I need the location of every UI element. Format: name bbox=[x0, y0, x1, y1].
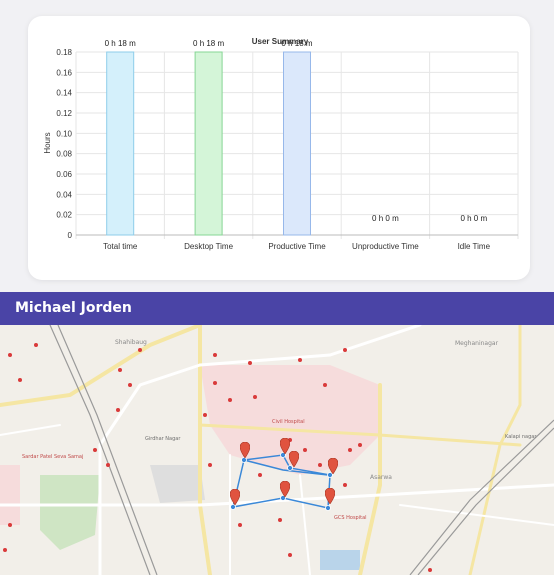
location-pin-icon[interactable] bbox=[230, 489, 240, 505]
park-area bbox=[40, 475, 100, 550]
map-label-girdhar-nagar: Girdhar Nagar bbox=[145, 436, 181, 442]
y-tick-label: 0.08 bbox=[56, 150, 72, 159]
water-body bbox=[320, 550, 360, 570]
location-pin-icon[interactable] bbox=[280, 438, 290, 454]
y-tick-label: 0.18 bbox=[56, 48, 72, 57]
y-tick-label: 0.10 bbox=[56, 129, 72, 138]
y-axis-label: Hours bbox=[43, 132, 52, 153]
bar-data-label: 0 h 0 m bbox=[460, 214, 487, 223]
y-tick-label: 0.02 bbox=[56, 211, 72, 220]
y-tick-label: 0.12 bbox=[56, 109, 72, 118]
bar-data-label: 0 h 18 m bbox=[281, 39, 312, 48]
bar-data-label: 0 h 18 m bbox=[105, 39, 136, 48]
map-label-sardar-patel: Sardar Patel Seva Samaj bbox=[22, 454, 84, 460]
bar-productive-time[interactable] bbox=[283, 51, 311, 236]
route-stops bbox=[230, 452, 333, 511]
chart-title: User Summary bbox=[252, 37, 309, 46]
x-tick-label: Unproductive Time bbox=[352, 242, 419, 251]
y-tick-label: 0.14 bbox=[56, 89, 72, 98]
y-tick-label: 0.06 bbox=[56, 170, 72, 179]
location-pin-icon[interactable] bbox=[325, 488, 335, 504]
user-summary-card: 0 0.02 0.04 0.06 0.08 0.10 0.12 0.14 0.16 0.18 To… bbox=[28, 16, 530, 280]
map-label-meghaninagar: Meghaninagar bbox=[455, 340, 499, 347]
map-label-gcs: GCS Hospital bbox=[334, 515, 367, 521]
location-pin-icon[interactable] bbox=[240, 442, 250, 458]
map-label-kalapi-nagar: Kalapi nagar bbox=[505, 434, 537, 440]
x-tick-label: Idle Time bbox=[458, 242, 491, 251]
user-summary-chart: 0 0.02 0.04 0.06 0.08 0.10 0.12 0.14 0.16 0.18 To… bbox=[43, 37, 519, 251]
location-pin-icon[interactable] bbox=[328, 458, 338, 474]
location-pin-icon[interactable] bbox=[280, 481, 290, 497]
map-canvas[interactable] bbox=[0, 325, 554, 575]
bar-data-label: 0 h 18 m bbox=[193, 39, 224, 48]
user-name: Michael Jorden bbox=[15, 300, 132, 316]
map-label-civil-hospital: Civil Hospital bbox=[272, 419, 305, 425]
bar-total-time[interactable] bbox=[106, 51, 135, 236]
poi-markers bbox=[3, 343, 432, 572]
y-tick-label: 0.04 bbox=[56, 190, 72, 199]
route-map[interactable]: Shahibaug Meghaninagar Civil Hospital As… bbox=[0, 325, 554, 575]
x-tick-label: Productive Time bbox=[268, 242, 326, 251]
map-label-shahibaug: Shahibaug bbox=[115, 339, 147, 346]
map-label-asarwa: Asarwa bbox=[370, 474, 392, 481]
x-tick-label: Desktop Time bbox=[184, 242, 233, 251]
bar-data-label: 0 h 0 m bbox=[372, 214, 399, 223]
y-tick-label: 0 bbox=[68, 231, 73, 240]
location-pin-icon[interactable] bbox=[289, 451, 299, 467]
bar-desktop-time[interactable] bbox=[194, 51, 223, 236]
hospital-area-west bbox=[0, 465, 20, 525]
y-tick-label: 0.16 bbox=[56, 68, 72, 77]
x-tick-label: Total time bbox=[103, 242, 138, 251]
built-area bbox=[150, 465, 205, 503]
user-header-bar: Michael Jorden bbox=[0, 292, 554, 325]
